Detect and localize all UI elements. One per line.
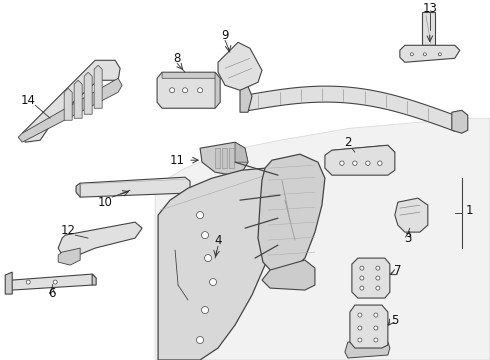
- Polygon shape: [155, 118, 490, 360]
- Circle shape: [197, 88, 202, 93]
- Polygon shape: [74, 80, 82, 118]
- Polygon shape: [400, 45, 460, 62]
- Polygon shape: [240, 86, 252, 112]
- Circle shape: [360, 286, 364, 290]
- Polygon shape: [422, 12, 435, 45]
- Polygon shape: [200, 142, 248, 175]
- Text: 13: 13: [422, 2, 437, 15]
- Text: 9: 9: [221, 29, 229, 42]
- Circle shape: [204, 255, 212, 262]
- Text: 7: 7: [394, 264, 402, 276]
- Text: 10: 10: [98, 195, 113, 209]
- Polygon shape: [8, 274, 96, 290]
- Polygon shape: [157, 72, 220, 108]
- Circle shape: [376, 286, 380, 290]
- Circle shape: [201, 231, 209, 239]
- Text: 12: 12: [61, 224, 75, 237]
- Polygon shape: [235, 142, 248, 162]
- Circle shape: [360, 276, 364, 280]
- Polygon shape: [22, 60, 120, 142]
- Polygon shape: [345, 342, 390, 358]
- Circle shape: [196, 212, 203, 219]
- Text: 1: 1: [466, 204, 473, 217]
- Circle shape: [201, 307, 209, 314]
- Polygon shape: [258, 154, 325, 275]
- Circle shape: [170, 88, 174, 93]
- Text: 2: 2: [344, 136, 352, 149]
- Polygon shape: [76, 177, 190, 197]
- Polygon shape: [58, 222, 142, 255]
- Circle shape: [26, 280, 30, 284]
- Circle shape: [366, 161, 370, 165]
- Circle shape: [376, 266, 380, 270]
- Text: 3: 3: [404, 231, 412, 244]
- Circle shape: [376, 276, 380, 280]
- Polygon shape: [158, 168, 282, 360]
- Circle shape: [353, 161, 357, 165]
- Polygon shape: [222, 148, 227, 168]
- Circle shape: [360, 266, 364, 270]
- Circle shape: [439, 53, 441, 56]
- Text: 6: 6: [49, 287, 56, 300]
- Polygon shape: [94, 65, 102, 108]
- Text: 8: 8: [173, 52, 181, 65]
- Circle shape: [374, 326, 378, 330]
- Circle shape: [340, 161, 344, 165]
- Text: 11: 11: [170, 154, 185, 167]
- Polygon shape: [332, 145, 395, 155]
- Polygon shape: [162, 72, 220, 78]
- Polygon shape: [76, 183, 80, 197]
- Polygon shape: [58, 248, 80, 265]
- Polygon shape: [395, 198, 428, 232]
- Circle shape: [53, 280, 57, 284]
- Circle shape: [423, 53, 426, 56]
- Polygon shape: [5, 272, 12, 294]
- Circle shape: [196, 337, 203, 343]
- Polygon shape: [215, 72, 220, 108]
- Polygon shape: [325, 145, 395, 175]
- Circle shape: [374, 313, 378, 317]
- Circle shape: [410, 53, 414, 56]
- Circle shape: [358, 313, 362, 317]
- Polygon shape: [245, 86, 455, 131]
- Polygon shape: [218, 42, 262, 90]
- Polygon shape: [92, 274, 96, 285]
- Polygon shape: [262, 260, 315, 290]
- Polygon shape: [452, 110, 468, 133]
- Polygon shape: [352, 258, 390, 298]
- Circle shape: [210, 279, 217, 285]
- Circle shape: [358, 338, 362, 342]
- Text: 14: 14: [21, 94, 36, 107]
- Polygon shape: [84, 72, 92, 114]
- Polygon shape: [350, 305, 388, 348]
- Polygon shape: [64, 88, 72, 120]
- Polygon shape: [229, 148, 234, 168]
- Text: 5: 5: [391, 314, 398, 327]
- Polygon shape: [18, 78, 122, 142]
- Circle shape: [358, 326, 362, 330]
- Circle shape: [378, 161, 382, 165]
- Circle shape: [374, 338, 378, 342]
- Text: 4: 4: [214, 234, 222, 247]
- Circle shape: [183, 88, 188, 93]
- Polygon shape: [215, 148, 220, 168]
